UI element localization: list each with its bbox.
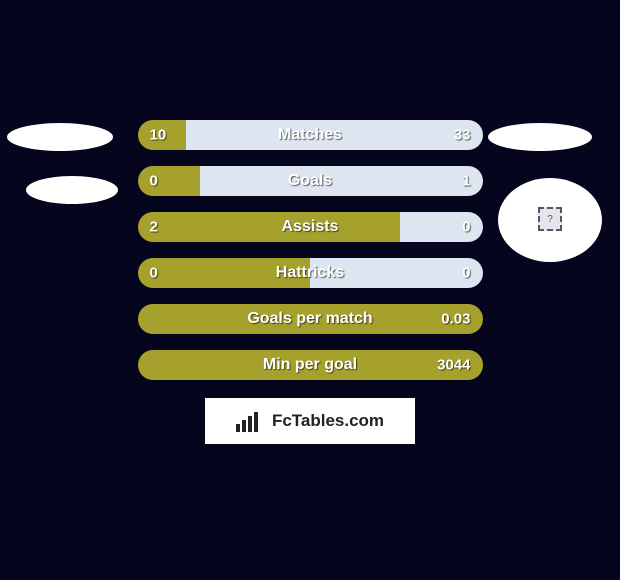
bar-row: 3044 Min per goal bbox=[138, 350, 483, 380]
bar-right-value: 3044 bbox=[437, 357, 470, 374]
bar-right-fill bbox=[200, 166, 483, 196]
bar-left-value: 0 bbox=[150, 173, 158, 190]
bar-left-fill bbox=[138, 212, 400, 242]
bar-row: 10 33 Matches bbox=[138, 120, 483, 150]
bar-label: Min per goal bbox=[263, 356, 357, 374]
bar-label: Goals bbox=[288, 172, 332, 190]
bar-left-value: 10 bbox=[150, 127, 167, 144]
bar-left-fill bbox=[138, 166, 200, 196]
bar-row: 0 0 Hattricks bbox=[138, 258, 483, 288]
player-left-avatar bbox=[7, 123, 113, 151]
brand-badge: FcTables.com bbox=[205, 398, 415, 444]
bar-right-value: 0.03 bbox=[441, 311, 470, 328]
bar-row: 0.03 Goals per match bbox=[138, 304, 483, 334]
club-badge-icon: ? bbox=[538, 207, 562, 231]
player-left-avatar bbox=[26, 176, 118, 204]
bar-left-value: 2 bbox=[150, 219, 158, 236]
bar-label: Assists bbox=[282, 218, 339, 236]
bar-left-value: 0 bbox=[150, 265, 158, 282]
bar-label: Matches bbox=[278, 126, 342, 144]
bar-row: 0 1 Goals bbox=[138, 166, 483, 196]
bar-label: Hattricks bbox=[276, 264, 344, 282]
brand-text: FcTables.com bbox=[272, 411, 384, 431]
bar-right-value: 0 bbox=[462, 219, 470, 236]
bar-right-value: 1 bbox=[462, 173, 470, 190]
bar-right-value: 33 bbox=[454, 127, 471, 144]
bar-row: 2 0 Assists bbox=[138, 212, 483, 242]
bar-right-value: 0 bbox=[462, 265, 470, 282]
background bbox=[0, 0, 620, 580]
player-right-avatar bbox=[488, 123, 592, 151]
bar-label: Goals per match bbox=[247, 310, 372, 328]
